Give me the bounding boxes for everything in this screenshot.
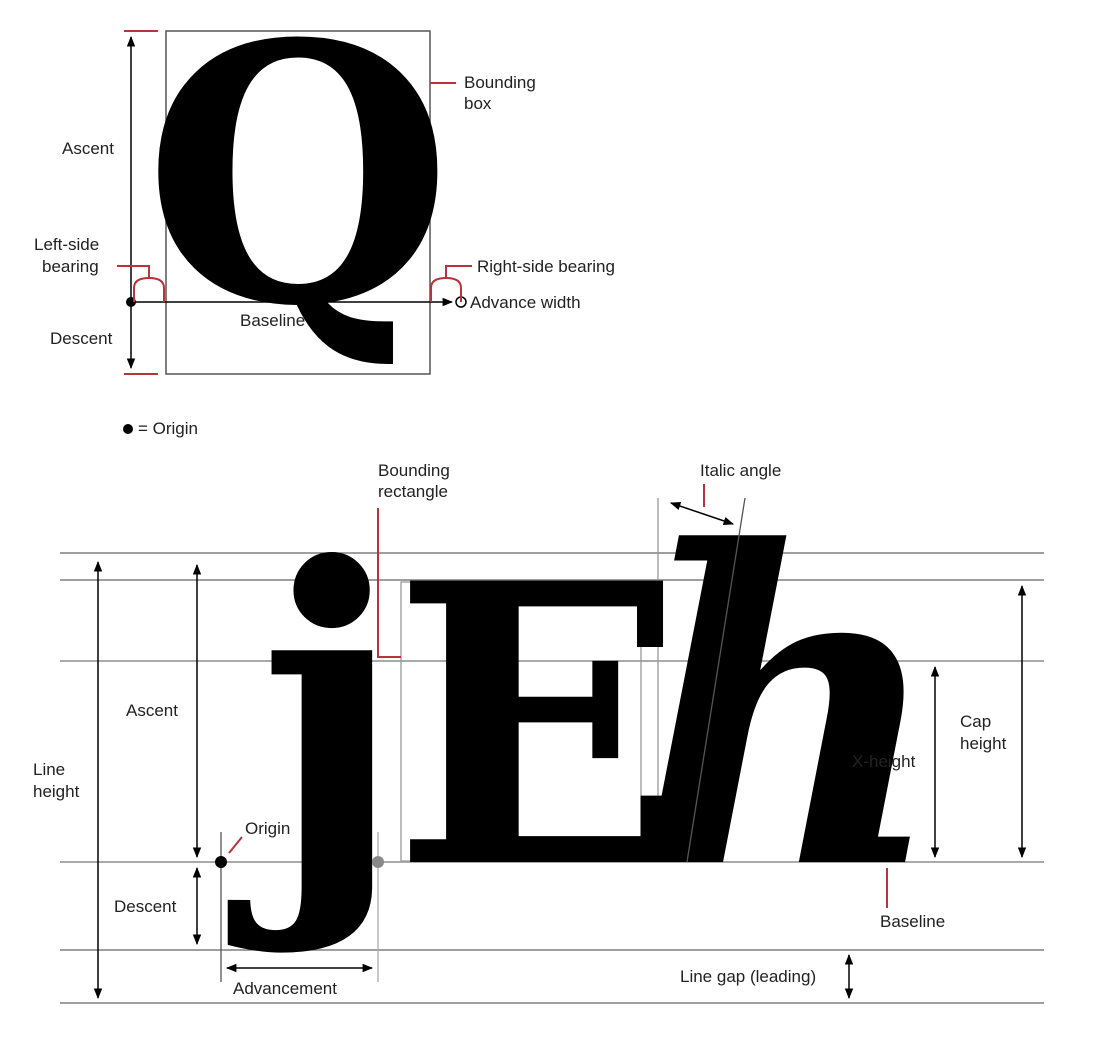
advancement-label: Advancement	[233, 979, 337, 998]
origin-legend: = Origin	[123, 419, 198, 438]
bounding-box-rect	[165, 30, 431, 375]
baseline-label: Baseline	[240, 311, 305, 330]
bounding-rectangle-label-line1: Bounding	[378, 461, 450, 480]
italic-angle-arrow	[670, 502, 734, 525]
origin-legend-label: = Origin	[138, 419, 198, 438]
italic-angle-label: Italic angle	[700, 461, 781, 480]
x-height-label: X-height	[852, 752, 916, 771]
descent-label-bottom: Descent	[114, 897, 177, 916]
glyph-metrics-figure: Q Bounding box Ascent Left-side bearing …	[34, 0, 615, 384]
cap-height-label-line2: height	[960, 734, 1007, 753]
line-height-label-line1: Line	[33, 760, 65, 779]
origin-leader	[228, 836, 243, 854]
line-height-label-line2: height	[33, 782, 80, 801]
italic-angle-slant-line	[686, 497, 746, 863]
descent-label: Descent	[50, 329, 113, 348]
left-side-bearing-leader	[117, 265, 150, 278]
line-metrics-figure: j E h Bounding rectangle Italic angle	[33, 459, 1044, 1004]
cap-height-label-line1: Cap	[960, 712, 991, 731]
left-side-bearing-label-line2: bearing	[42, 257, 99, 276]
bounding-rectangle-label-line2: rectangle	[378, 482, 448, 501]
ascent-label: Ascent	[62, 139, 114, 158]
glyph-h: h	[634, 459, 947, 964]
bounding-box-label-line2: box	[464, 94, 492, 113]
glyph-q: Q	[143, 0, 452, 384]
origin-legend-dot	[123, 424, 133, 434]
baseline-label-bottom: Baseline	[880, 912, 945, 931]
line-gap-label: Line gap (leading)	[680, 967, 816, 986]
bounding-rectangle-leader	[377, 508, 401, 658]
origin-dot-bottom	[215, 856, 227, 868]
next-origin-dot	[372, 856, 384, 868]
right-side-bearing-leader	[445, 265, 472, 278]
left-side-bearing-label-line1: Left-side	[34, 235, 99, 254]
right-side-bearing-label: Right-side bearing	[477, 257, 615, 276]
ascent-label-bottom: Ascent	[126, 701, 178, 720]
origin-label: Origin	[245, 819, 290, 838]
glyph-e: E	[392, 501, 686, 954]
bounding-box-label-line1: Bounding	[464, 73, 536, 92]
advance-width-label: Advance width	[470, 293, 581, 312]
bounding-rectangle-e	[400, 581, 642, 862]
